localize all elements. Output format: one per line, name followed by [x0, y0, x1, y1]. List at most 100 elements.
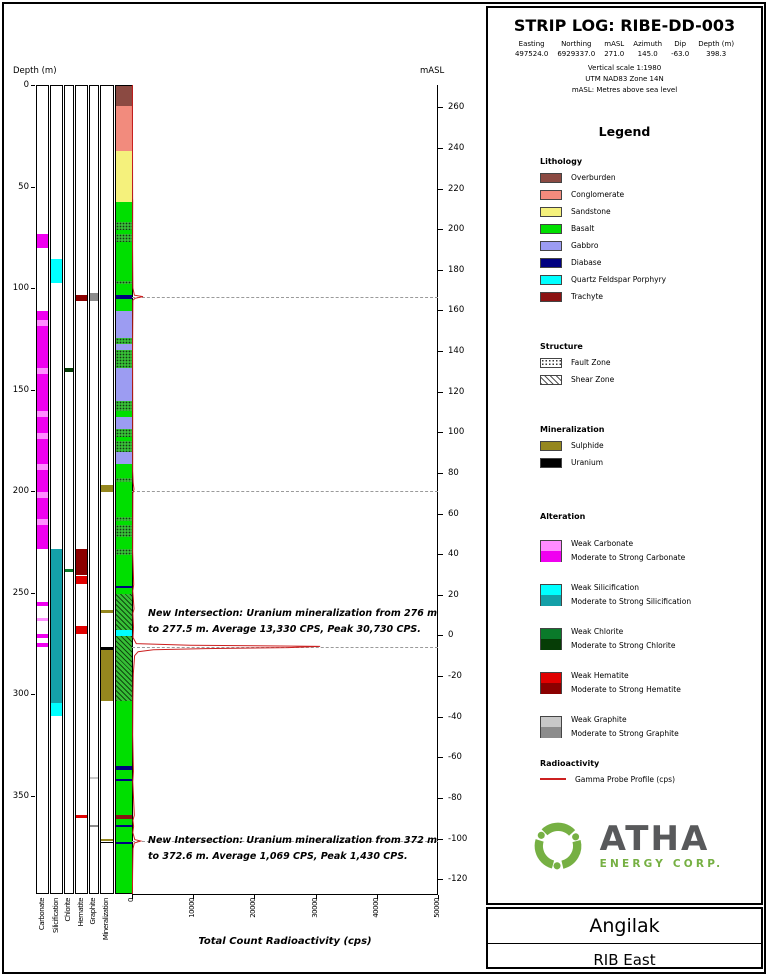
legend-swatch [540, 257, 562, 268]
legend-label: Uranium [571, 458, 604, 468]
lithology-interval-fault_zone [116, 429, 132, 438]
masl-tick-mark [437, 716, 443, 718]
project-box: Angilak RIB East [486, 907, 763, 969]
intersection-annotation: New Intersection: Uranium mineralization… [148, 607, 438, 636]
hole-info-cell: mASL 271.0 [604, 40, 624, 58]
gamma-line-label: Gamma Probe Profile (cps) [575, 774, 676, 784]
strong-swatch-half [541, 683, 561, 694]
legend-swatch [540, 240, 562, 251]
vertical-scale-note: Vertical scale 1:1980 [587, 64, 662, 72]
gamma-tick-mark [438, 895, 439, 899]
reference-line [132, 490, 438, 492]
hole-info-value: 6929337.0 [557, 50, 596, 58]
legend-item-structure: Fault Zone [540, 357, 755, 368]
lithology-interval-basalt [116, 299, 132, 312]
legend-label: Gabbro [571, 241, 599, 251]
masl-tick-mark [437, 472, 443, 474]
masl-tick-mark [437, 229, 443, 231]
column-label-graphite: Graphite [89, 898, 97, 925]
weak-label: Weak Graphite [571, 714, 627, 724]
atha-logo-icon [534, 822, 581, 869]
legend-section-mineralization: Mineralization Sulphide Uranium [540, 425, 755, 468]
depth-axis-label: Depth (m) [13, 66, 57, 76]
carbonate-interval-weak_carbonate [37, 463, 48, 470]
masl-tick-mark [437, 676, 443, 678]
hematite-interval-weak_hematite [76, 815, 87, 819]
depth-tick-label: 50 [18, 181, 29, 192]
alteration-labels: Weak Hematite Moderate to Strong Hematite [571, 669, 681, 697]
masl-tick-label: 100 [448, 427, 465, 438]
lithology-interval-fault_zone [116, 280, 132, 285]
hole-info-header: mASL [604, 40, 625, 48]
legend-section-structure: Structure Fault Zone Shear Zone [540, 342, 755, 385]
column-carbonate [36, 85, 49, 894]
lithology-interval-diabase [116, 778, 132, 781]
depth-tick-label: 200 [12, 486, 29, 497]
legend-item-alteration: Weak Carbonate Moderate to Strong Carbona… [540, 537, 755, 565]
mineralization-interval-sulphide [101, 649, 113, 702]
gamma-polyline [131, 84, 321, 895]
hole-info-header: Northing [561, 40, 592, 48]
lithology-interval-trachyte [116, 815, 132, 820]
atha-logo-text: ATHA ENERGY CORP. [600, 822, 724, 870]
lithology-interval-gabbro [116, 311, 132, 338]
depth-tick-mark [31, 694, 35, 696]
masl-tick-mark [437, 513, 443, 515]
depth-tick-mark [31, 592, 35, 594]
carbonate-interval-weak_carbonate [37, 618, 48, 622]
weak-label: Weak Chlorite [571, 626, 624, 636]
reference-line [132, 841, 438, 843]
masl-tick-label: 140 [448, 346, 465, 357]
masl-tick-mark [437, 147, 443, 149]
lithology-interval-fault_zone [116, 234, 132, 243]
lithology-interval-shear_zone [116, 636, 132, 702]
masl-tick-label: 80 [448, 467, 459, 478]
atha-sub-text: ENERGY CORP. [599, 857, 724, 870]
masl-tick-label: -100 [448, 833, 468, 844]
carbonate-interval-strong_carbonate [37, 601, 48, 606]
lithology-interval-basalt [116, 230, 132, 235]
legend-section-radioactivity: Radioactivity Gamma Probe Profile (cps) [540, 759, 755, 784]
lithology-interval-basalt [116, 827, 132, 842]
carbonate-interval-strong_carbonate [37, 642, 48, 647]
gamma-tick-label: 10000 [188, 898, 197, 918]
chlorite-interval-weak_chlorite [65, 569, 73, 573]
legend-label: Overburden [571, 173, 616, 183]
depth-tick-mark [31, 491, 35, 493]
lithology-interval-basalt [116, 437, 132, 442]
lithology-interval-gabbro [116, 451, 132, 464]
strong-swatch-half [541, 595, 561, 606]
weak-swatch-half [541, 672, 561, 684]
masl-tick-label: 0 [448, 630, 454, 641]
lithology-interval-fault_zone [116, 524, 132, 537]
masl-tick-label: -60 [448, 752, 462, 763]
lithology-interval-basalt [116, 843, 132, 893]
hematite-interval-weak_hematite [76, 575, 87, 584]
strong-label: Moderate to Strong Hematite [571, 684, 681, 694]
legend-swatch [540, 440, 562, 451]
masl-tick-mark [437, 594, 443, 596]
mineralization-heading: Mineralization [540, 424, 605, 434]
gamma-tick-mark [193, 895, 195, 899]
mineralization-interval-sulphide [101, 838, 113, 841]
masl-tick-label: 180 [448, 264, 465, 275]
masl-tick-label: 220 [448, 183, 465, 194]
lithology-interval-fault_zone [116, 516, 132, 521]
legend-item-lithology: Gabbro [540, 240, 755, 251]
alteration-swatch [540, 715, 562, 738]
column-hematite [75, 85, 88, 894]
weak-label: Weak Hematite [571, 670, 629, 680]
depth-tick-label: 0 [23, 80, 29, 90]
hematite-interval-weak_hematite [76, 626, 87, 635]
carbonate-interval-strong_carbonate [37, 469, 48, 493]
lithology-interval-qfp [116, 630, 132, 637]
gamma-tick-mark [132, 895, 133, 899]
masl-note: mASL: Metres above sea level [571, 85, 678, 94]
gamma-tick-label: 50000 [433, 898, 441, 918]
hematite-interval-strong_hematite [76, 295, 87, 302]
lithology-interval-basalt [116, 780, 132, 816]
lithology-interval-diabase [116, 295, 132, 300]
lithology-interval-fault_zone [116, 350, 132, 369]
legend-label: Sulphide [571, 441, 604, 451]
legend-item-lithology: Quartz Feldspar Porphyry [540, 274, 755, 285]
